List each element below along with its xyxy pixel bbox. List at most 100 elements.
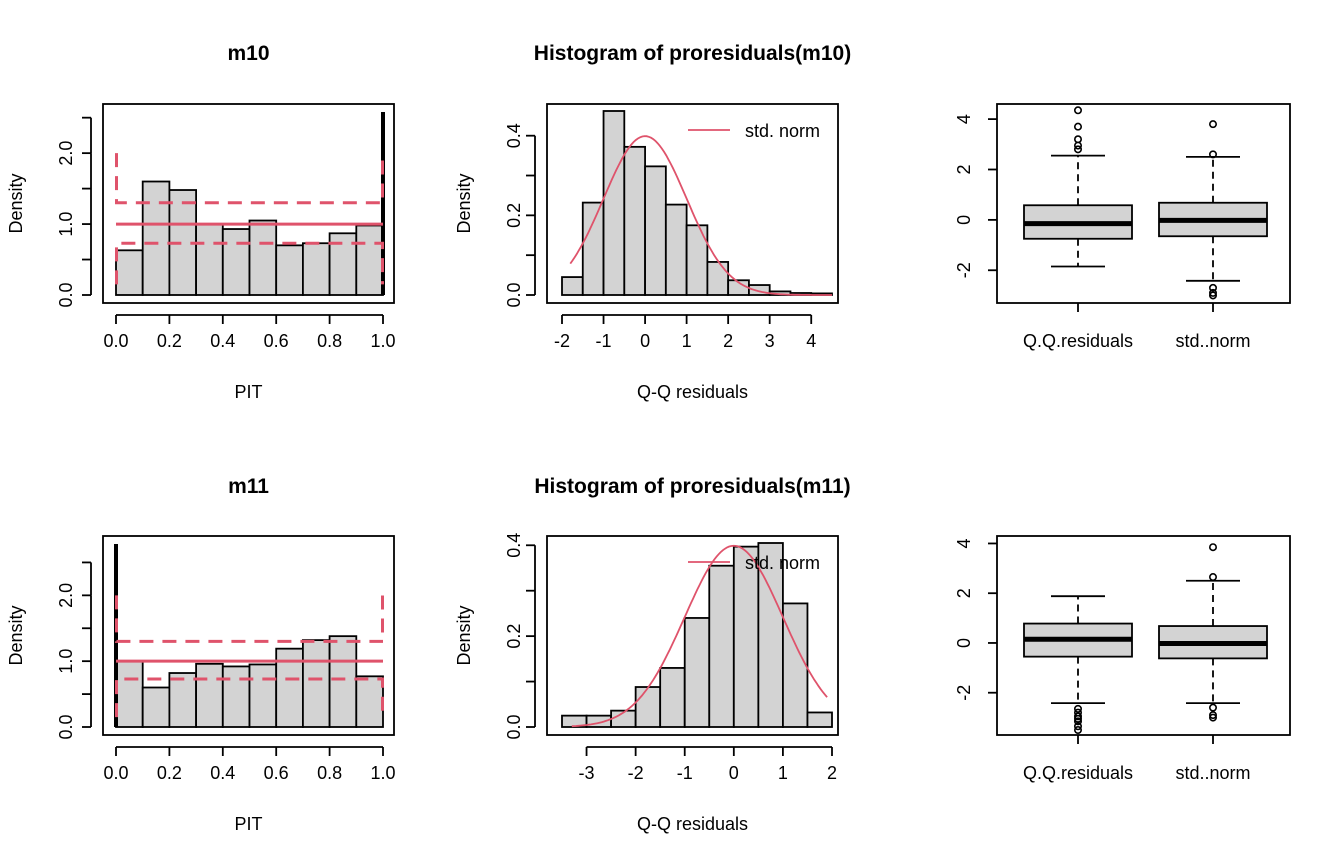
bar — [248, 219, 278, 296]
x-tick-label: -1 — [677, 763, 693, 783]
y-tick-label: -2 — [954, 685, 974, 701]
outlier-point — [1209, 150, 1218, 159]
bar — [275, 244, 304, 296]
x-axis-label: Q-Q residuals — [637, 382, 748, 402]
outlier-point — [1209, 288, 1218, 297]
x-tick-label: 1.0 — [370, 331, 395, 351]
bar — [141, 686, 171, 728]
x-tick-label: 3 — [765, 331, 775, 351]
x-tick-label: 0.8 — [317, 763, 342, 783]
x-tick-label: -3 — [579, 763, 595, 783]
x-tick-label: 0.6 — [264, 331, 289, 351]
x-axis-label: PIT — [234, 382, 262, 402]
bar — [623, 145, 646, 296]
y-tick-label: 4 — [954, 114, 974, 124]
bar — [195, 662, 224, 728]
bar — [806, 711, 833, 728]
x-category-label: Q.Q.residuals — [1023, 331, 1133, 351]
bar — [355, 224, 384, 296]
y-tick-label: 0.0 — [56, 714, 76, 739]
x-category-label: std..norm — [1175, 331, 1250, 351]
x-tick-label: 0.0 — [103, 331, 128, 351]
plot-frame — [102, 103, 395, 304]
y-tick-label: 0.0 — [504, 714, 524, 739]
panel-pit-m11: m11 0.0 0.2 0.4 0.6 0.8 1.0 PIT 0.0 1.0 2.0 Density — [6, 475, 396, 834]
x-axis-label: PIT — [234, 814, 262, 834]
outlier-point — [1074, 106, 1083, 115]
bar — [634, 686, 662, 728]
bar — [706, 261, 730, 296]
bar — [683, 617, 711, 728]
y-tick-label: 2 — [954, 164, 974, 174]
boxplot-1 — [1158, 543, 1268, 722]
y-tick-label: 2.0 — [56, 583, 76, 608]
x-tick-label: 1 — [682, 331, 692, 351]
x-tick-label: 0.4 — [210, 763, 235, 783]
y-tick-label: 0 — [954, 215, 974, 225]
bar — [659, 667, 686, 728]
plot-frame — [546, 535, 839, 736]
outlier-point — [1074, 135, 1083, 144]
x-tick-label: 0.4 — [210, 331, 235, 351]
bar — [708, 564, 735, 728]
outlier-point — [1074, 145, 1083, 154]
chart-title: m11 — [228, 475, 269, 498]
x-tick-label: 0.2 — [157, 763, 182, 783]
outlier-point — [1074, 704, 1083, 713]
chart-title: Histogram of proresiduals(m10) — [534, 42, 851, 65]
chart-title: Histogram of proresiduals(m11) — [534, 475, 850, 498]
y-tick-label: 0 — [954, 638, 974, 648]
bar — [748, 284, 771, 296]
bar — [328, 635, 358, 728]
bar — [664, 203, 688, 296]
bar — [221, 665, 251, 728]
x-tick-label: -1 — [596, 331, 612, 351]
plot-frame — [102, 535, 395, 736]
outlier-point — [1209, 711, 1218, 720]
bar — [782, 602, 809, 728]
y-tick-label: 0.2 — [504, 624, 524, 649]
y-axis-label: Density — [454, 173, 474, 233]
bar — [168, 672, 197, 728]
panel-pit-m10: m10 0.0 0.2 0.4 0.6 0.8 1.0 PIT 0.0 1.0 2.0 Density — [6, 42, 396, 402]
y-tick-label: 1.0 — [56, 649, 76, 674]
plot-frame — [996, 535, 1291, 736]
y-tick-label: 0.0 — [504, 282, 524, 307]
bar — [581, 201, 605, 296]
x-tick-label: 2 — [723, 331, 733, 351]
x-category-label: Q.Q.residuals — [1023, 763, 1133, 783]
bar — [115, 249, 144, 296]
std-norm-curve — [571, 544, 828, 728]
y-tick-label: 2.0 — [56, 141, 76, 166]
x-tick-label: 0.6 — [264, 763, 289, 783]
y-axis-label: Density — [454, 605, 474, 665]
bar — [561, 276, 584, 296]
outlier-point — [1074, 714, 1083, 723]
std-norm-curve — [569, 135, 832, 296]
chart-title: m10 — [227, 42, 269, 65]
x-tick-label: 0.8 — [317, 331, 342, 351]
x-tick-label: 0 — [729, 763, 739, 783]
x-tick-label: 4 — [806, 331, 816, 351]
bar — [221, 228, 251, 296]
x-tick-label: 0.0 — [103, 763, 128, 783]
bar — [248, 663, 278, 728]
y-tick-label: 1.0 — [56, 212, 76, 237]
y-tick-label: 0.4 — [504, 123, 524, 148]
outlier-point — [1209, 573, 1218, 582]
outlier-point — [1209, 703, 1218, 712]
x-tick-label: 1 — [778, 763, 788, 783]
x-axis-label: Q-Q residuals — [637, 814, 748, 834]
bar — [355, 675, 384, 728]
bar — [301, 242, 331, 296]
outlier-point — [1209, 543, 1218, 552]
bar — [644, 165, 667, 296]
panel-hist-m10: Histogram of proresiduals(m10) std. norm -… — [454, 42, 851, 402]
legend-label: std. norm — [745, 121, 820, 141]
legend-label: std. norm — [745, 553, 820, 573]
y-tick-label: 0.4 — [504, 533, 524, 558]
x-tick-label: 1.0 — [370, 763, 395, 783]
boxplot-1 — [1158, 120, 1268, 300]
bar — [732, 545, 760, 728]
